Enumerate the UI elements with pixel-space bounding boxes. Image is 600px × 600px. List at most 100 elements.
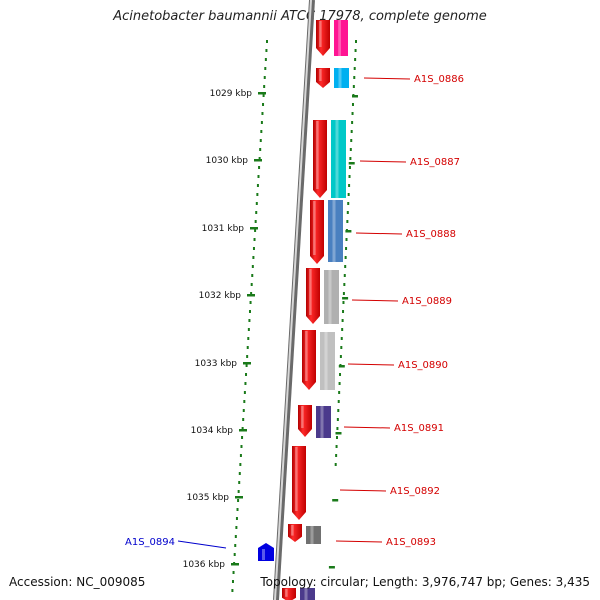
track-dot [335, 454, 338, 457]
track-dot [255, 202, 258, 205]
gene-label-a1s_0889[interactable]: A1S_0889 [402, 296, 452, 307]
track-dot [251, 274, 254, 277]
track-dot [342, 301, 345, 304]
gene-arrow-a1s_0890[interactable] [302, 330, 316, 390]
gene-arrow-a1s_0894[interactable] [258, 543, 274, 561]
track-dot [248, 319, 251, 322]
gene-arrow-partial[interactable] [282, 588, 296, 600]
gene-features[interactable] [258, 20, 349, 600]
gene-block-a1s_0893[interactable] [306, 526, 321, 544]
track-dot [343, 274, 346, 277]
track-dot [342, 310, 345, 313]
track-dot [353, 76, 356, 79]
gene-label-a1s_0893[interactable]: A1S_0893 [386, 537, 436, 548]
track-dot [355, 40, 357, 43]
track-dot [243, 400, 246, 403]
scale-tick-mark [243, 362, 251, 365]
track-dot [336, 418, 339, 421]
gene-block-a1s_0890[interactable] [320, 332, 335, 390]
gene-block-a1s_0889[interactable] [324, 270, 339, 324]
track-dot [231, 589, 234, 592]
track-dot [235, 526, 238, 529]
scale-tick-label: 1031 kbp [202, 224, 245, 234]
gene-label-a1s_0892[interactable]: A1S_0892 [390, 486, 440, 497]
track-dot [258, 157, 261, 160]
track-dot [349, 157, 352, 160]
gene-arrow-partial[interactable] [316, 20, 330, 56]
scale-tick-mark-right [352, 95, 358, 98]
track-dot [350, 139, 353, 142]
track-dot [234, 535, 237, 538]
track-dot [344, 256, 347, 259]
track-dot [334, 463, 337, 466]
gene-block-a1s_0887[interactable] [331, 120, 346, 198]
scale-tick-mark [254, 159, 262, 162]
track-dot [260, 130, 263, 133]
track-dot [235, 517, 238, 520]
label-leader-line [355, 232, 403, 235]
label-leader-line [351, 299, 399, 302]
gene-label-a1s_0888[interactable]: A1S_0888 [406, 229, 456, 240]
track-dot [239, 463, 242, 466]
track-dot [338, 382, 341, 385]
gene-block-a1s_0891[interactable] [316, 406, 331, 438]
gene-arrow-a1s_0888[interactable] [310, 200, 324, 264]
track-dot [348, 184, 351, 187]
track-dot [247, 328, 250, 331]
track-dot [254, 229, 257, 232]
track-dot [252, 256, 255, 259]
scale-ticks: 1029 kbp 1030 kbp 1031 kbp 1032 kbp 1033 kbp… [183, 89, 358, 570]
track-dot [351, 103, 354, 106]
scale-tick-label: 1029 kbp [210, 89, 253, 99]
track-dot [335, 445, 338, 448]
track-dot [260, 121, 263, 124]
scale-tick-label: 1034 kbp [191, 426, 234, 436]
gene-label-a1s_0887[interactable]: A1S_0887 [410, 157, 460, 168]
track-dot [256, 193, 259, 196]
track-dot [261, 112, 264, 115]
gene-block-partial[interactable] [334, 20, 348, 56]
label-leader-line [335, 540, 383, 543]
track-dot [256, 184, 259, 187]
track-dot [349, 148, 352, 151]
gene-arrow-a1s_0887[interactable] [313, 120, 327, 198]
gene-label-a1s_0886[interactable]: A1S_0886 [414, 74, 464, 85]
scale-tick-mark-right [342, 297, 349, 300]
track-dot [345, 247, 348, 250]
scale-tick-mark [258, 92, 266, 95]
gene-label-a1s_0890[interactable]: A1S_0890 [398, 360, 448, 371]
track-dot [250, 283, 253, 286]
track-dot [348, 166, 351, 169]
gene-block-a1s_0888[interactable] [328, 200, 343, 262]
track-dot [336, 427, 339, 430]
track-dot [255, 211, 258, 214]
track-dot [344, 265, 347, 268]
track-dot [347, 202, 350, 205]
track-dot [247, 337, 250, 340]
track-dot [338, 391, 341, 394]
gene-arrow-a1s_0892[interactable] [292, 446, 306, 520]
track-dot [242, 409, 245, 412]
track-dot [241, 427, 244, 430]
genome-backbone [273, 0, 315, 600]
track-dot [350, 130, 353, 133]
track-dot [339, 355, 342, 358]
gene-block-partial[interactable] [300, 588, 315, 600]
gene-block-a1s_0886[interactable] [334, 68, 349, 88]
label-leader-line [339, 489, 387, 492]
gene-arrow-a1s_0893[interactable] [288, 524, 302, 542]
track-dot [232, 571, 235, 574]
track-dot [238, 481, 241, 484]
track-dot [249, 301, 252, 304]
track-dot [335, 436, 338, 439]
track-dot [341, 328, 344, 331]
gene-label-a1s_0891[interactable]: A1S_0891 [394, 423, 444, 434]
gene-arrow-a1s_0886[interactable] [316, 68, 330, 88]
gene-arrow-a1s_0889[interactable] [306, 268, 320, 324]
track-dot [253, 238, 256, 241]
scale-tick-label: 1035 kbp [187, 493, 230, 503]
gene-label-a1s_0894[interactable]: A1S_0894 [125, 537, 175, 548]
gene-arrow-a1s_0891[interactable] [298, 405, 312, 437]
track-dot [242, 418, 245, 421]
